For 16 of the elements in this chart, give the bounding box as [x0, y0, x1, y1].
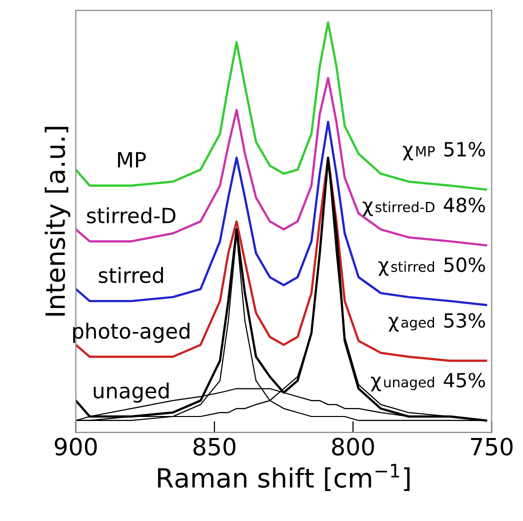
series-label: photo-aged [73, 322, 190, 343]
annotation: χunaged 45% [370, 372, 486, 392]
x-tick-label: 850 [193, 438, 236, 456]
series-label: stirred [98, 267, 163, 284]
x-tick-label: 900 [54, 438, 97, 456]
y-axis-title: Intensity [a.u.] [44, 126, 70, 316]
series-label: stirred-D [87, 207, 176, 224]
x-tick-label: 800 [332, 438, 374, 456]
x-tick-label: 750 [471, 438, 513, 456]
annotation: χstirred 50% [378, 257, 486, 276]
annotation: χaged 53% [388, 313, 486, 332]
series-label: MP [118, 152, 146, 168]
series-label: unaged [94, 382, 169, 403]
x-axis-title: Raman shift [cm$^{−1}$] [158, 464, 410, 491]
annotation: χMP 51% [402, 142, 486, 160]
annotation: χstirred-D 48% [362, 198, 486, 216]
